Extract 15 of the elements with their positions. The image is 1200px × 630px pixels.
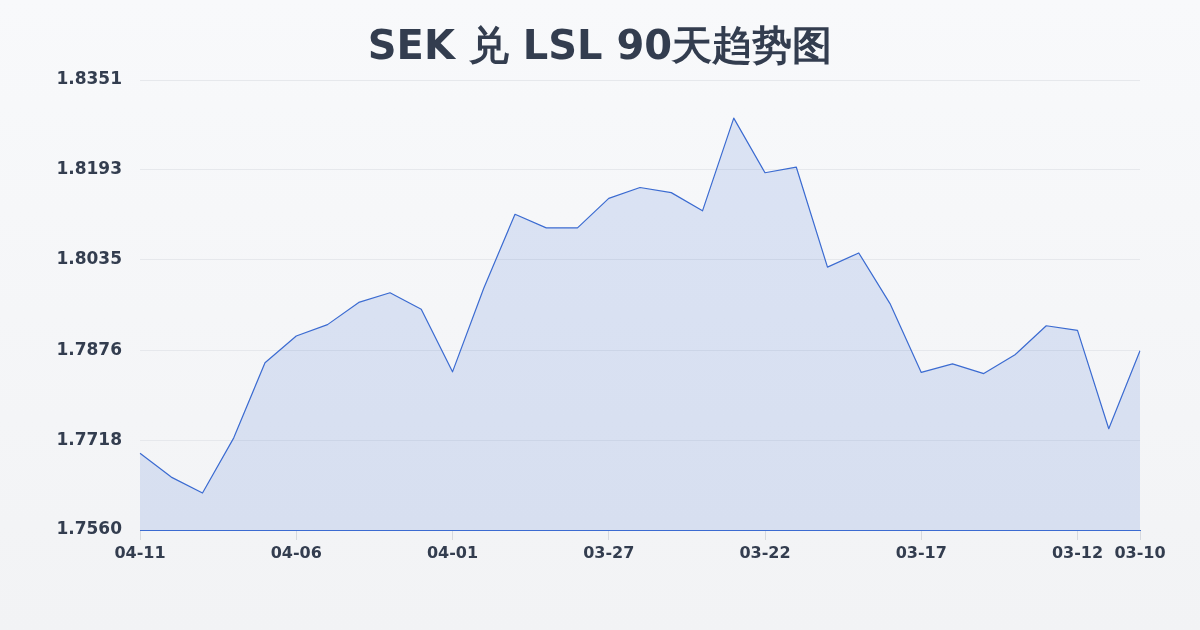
x-tick-label: 04-11 [114, 542, 166, 562]
y-tick-label: 1.7718 [56, 428, 122, 449]
x-tick-label: 03-22 [739, 542, 791, 562]
x-tick-label: 04-06 [270, 542, 322, 562]
x-tick-label: 03-17 [895, 542, 947, 562]
y-tick-label: 1.7560 [56, 518, 123, 539]
y-tick-label: 1.8035 [56, 248, 122, 269]
x-tick-label: 03-12 [1051, 542, 1104, 562]
chart-title: SEK 兑 LSL 90天趋势图 [367, 22, 833, 68]
y-tick-label: 1.8193 [56, 158, 122, 179]
y-tick-label: 1.8351 [56, 68, 122, 89]
x-tick-label: 03-27 [583, 542, 635, 562]
x-tick-label: 03-10 [1114, 542, 1166, 562]
y-tick-label: 1.7876 [56, 338, 122, 359]
x-tick-label: 04-01 [426, 542, 479, 562]
